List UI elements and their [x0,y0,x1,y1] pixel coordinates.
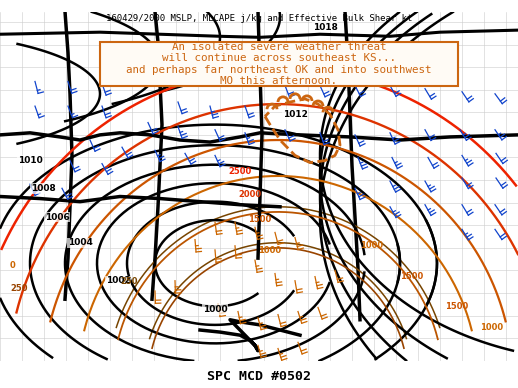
Text: 1500: 1500 [400,272,423,281]
Text: 1000: 1000 [258,246,281,255]
Text: 250: 250 [10,284,27,293]
Text: 2000: 2000 [238,189,261,199]
Text: 1008: 1008 [31,184,55,193]
Text: 1012: 1012 [282,110,308,119]
Text: An isolated severe weather threat
will continue across southeast KS...
and perha: An isolated severe weather threat will c… [126,42,431,87]
Text: 0: 0 [10,262,16,270]
Text: 250: 250 [120,277,137,286]
Text: SPC MCD #0502: SPC MCD #0502 [207,370,311,383]
Text: 1000: 1000 [360,241,383,250]
Text: 160429/2000 MSLP, MLCAPE j/kg and Effective Bulk Shear kt: 160429/2000 MSLP, MLCAPE j/kg and Effect… [106,14,412,23]
Text: 1000: 1000 [480,323,503,332]
Text: 1010: 1010 [18,156,42,165]
Text: 1006: 1006 [45,213,69,222]
FancyBboxPatch shape [100,42,458,86]
Text: 1004: 1004 [67,238,92,247]
Text: 1018: 1018 [312,23,337,31]
Text: 1000: 1000 [203,305,227,314]
Text: 1500: 1500 [445,303,468,312]
Text: 1500: 1500 [248,215,271,224]
Text: 1002: 1002 [106,276,131,285]
Text: 2500: 2500 [228,167,251,176]
